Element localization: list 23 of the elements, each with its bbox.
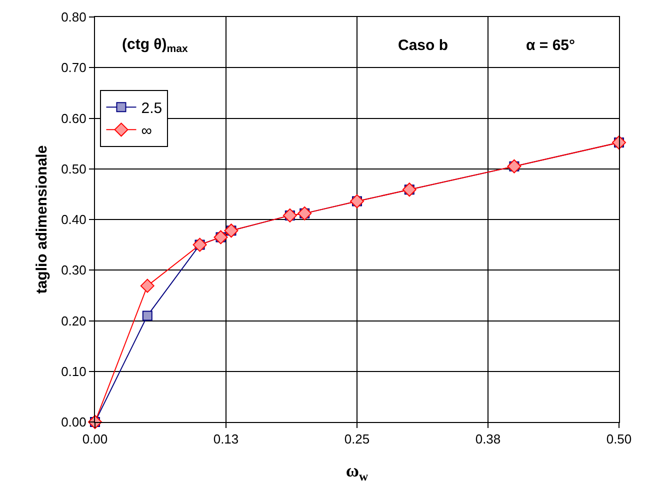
- y-tick-label: 0.50: [61, 161, 86, 176]
- point: [140, 278, 154, 293]
- legend-label: 2.5: [141, 100, 162, 117]
- annotation: Caso b: [398, 37, 448, 54]
- y-axis-title: taglio adimensionale: [33, 145, 50, 294]
- y-tick-label: 0.20: [61, 313, 86, 328]
- x-tick-label: 0.00: [82, 432, 108, 447]
- x-tick-label: 0.50: [606, 432, 632, 447]
- legend-title: (ctg θ)$_{max}$: [122, 36, 188, 56]
- point: [142, 310, 152, 321]
- annotation: α = 65°: [526, 37, 575, 54]
- y-tick-label: 0.80: [61, 10, 86, 25]
- x-axis-title: ω$_{w}$: [346, 460, 370, 484]
- x-tick-label: 0.38: [475, 432, 501, 447]
- y-tick-label: 0.70: [61, 60, 86, 76]
- y-tick-label: 0.30: [61, 262, 86, 278]
- legend-label: ∞: [141, 122, 152, 140]
- y-tick-label: 0.10: [61, 364, 86, 379]
- y-tick-label: 0.40: [61, 212, 86, 228]
- y-tick-label: 0.60: [61, 110, 86, 126]
- x-tick-label: 0.25: [344, 432, 370, 447]
- x-tick-label: 0.13: [213, 432, 239, 447]
- y-tick-label: 0.00: [61, 414, 86, 430]
